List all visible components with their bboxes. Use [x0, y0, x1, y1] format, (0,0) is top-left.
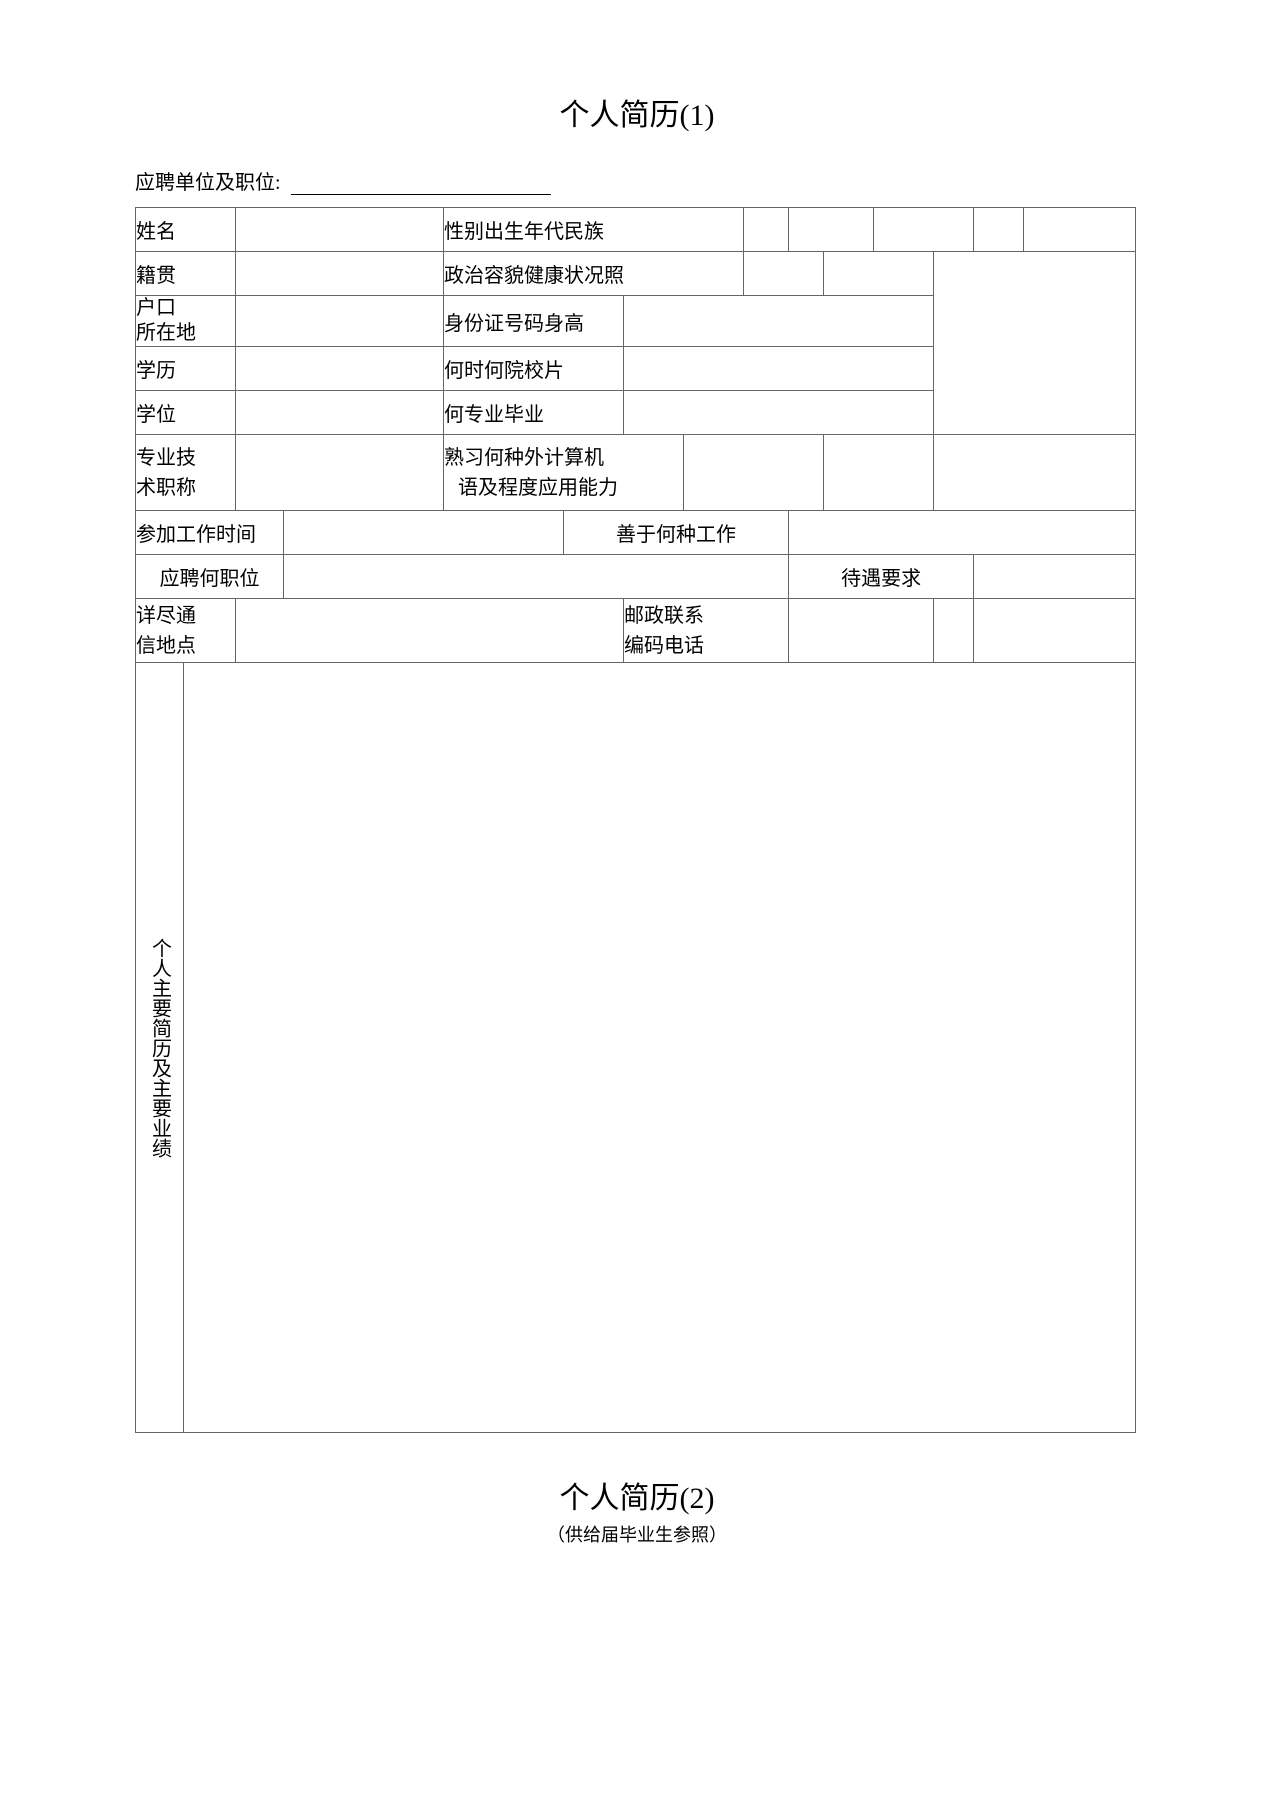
input-nation-a[interactable]	[874, 208, 974, 252]
input-big-resume-area[interactable]	[184, 663, 1136, 1433]
input-work-start[interactable]	[284, 511, 564, 555]
label-school: 何时何院校片	[444, 347, 624, 391]
input-pro-title[interactable]	[236, 435, 444, 511]
label-hukou-l1: 户口	[136, 296, 235, 321]
label-foreign-lang: 熟习何种外计算机 语及程度应用能力	[444, 435, 684, 511]
label-pro-title-l1: 专业技	[136, 443, 235, 473]
page-title-1: 个人简历(1)	[135, 90, 1139, 134]
label-education: 学历	[136, 347, 236, 391]
input-address[interactable]	[236, 599, 624, 663]
input-nation-b[interactable]	[974, 208, 1024, 252]
label-address-l1: 详尽通	[136, 601, 235, 631]
input-health[interactable]	[824, 252, 934, 296]
input-degree[interactable]	[236, 391, 444, 435]
label-postal-l2: 编码电话	[624, 631, 788, 661]
label-postal: 邮政联系 编码电话	[624, 599, 789, 663]
label-name: 姓名	[136, 208, 236, 252]
label-degree: 学位	[136, 391, 236, 435]
input-postal[interactable]	[789, 599, 934, 663]
input-phone-b[interactable]	[974, 599, 1136, 663]
input-phone-a[interactable]	[934, 599, 974, 663]
label-work-start: 参加工作时间	[136, 511, 284, 555]
label-native-place: 籍贯	[136, 252, 236, 296]
label-apply-position: 应聘何职位	[136, 555, 284, 599]
input-native-place[interactable]	[236, 252, 444, 296]
label-foreign-lang-l2: 语及程度应用能力	[444, 473, 683, 503]
label-pro-title: 专业技 术职称	[136, 435, 236, 511]
photo-cell[interactable]	[934, 252, 1136, 435]
label-salary-req: 待遇要求	[789, 555, 974, 599]
page-title-2: 个人简历(2)	[135, 1473, 1139, 1517]
input-birth[interactable]	[789, 208, 874, 252]
input-id-height[interactable]	[624, 296, 934, 347]
input-name[interactable]	[236, 208, 444, 252]
label-pro-title-l2: 术职称	[136, 473, 235, 503]
title2-wrap: 个人简历(2) （供给届毕业生参照）	[135, 1473, 1139, 1547]
input-education[interactable]	[236, 347, 444, 391]
label-good-at: 善于何种工作	[564, 511, 789, 555]
label-political-health: 政治容貌健康状况照	[444, 252, 744, 296]
input-apply-position[interactable]	[284, 555, 789, 599]
input-computer-a[interactable]	[824, 435, 934, 511]
apply-label: 应聘单位及职位:	[135, 166, 281, 195]
input-computer-b[interactable]	[934, 435, 1136, 511]
input-hukou[interactable]	[236, 296, 444, 347]
label-gender-birth-nation: 性别出生年代民族	[444, 208, 744, 252]
label-big-vertical: 个人主要简历及主要业绩	[136, 663, 184, 1433]
apply-underline-input[interactable]	[291, 172, 551, 195]
label-postal-l1: 邮政联系	[624, 601, 788, 631]
apply-line: 应聘单位及职位:	[135, 166, 1139, 195]
label-foreign-lang-l1: 熟习何种外计算机	[444, 443, 683, 473]
input-school[interactable]	[624, 347, 934, 391]
input-foreign-lang[interactable]	[684, 435, 824, 511]
label-hukou-l2: 所在地	[136, 321, 235, 346]
label-hukou: 户口 所在地	[136, 296, 236, 347]
label-major: 何专业毕业	[444, 391, 624, 435]
page: 个人简历(1) 应聘单位及职位: 姓名 性	[0, 0, 1274, 1804]
input-political[interactable]	[744, 252, 824, 296]
input-major[interactable]	[624, 391, 934, 435]
input-salary-req[interactable]	[974, 555, 1136, 599]
label-address-l2: 信地点	[136, 631, 235, 661]
page-subtitle-2: （供给届毕业生参照）	[135, 1521, 1139, 1547]
input-good-at[interactable]	[789, 511, 1136, 555]
label-id-height: 身份证号码身高	[444, 296, 624, 347]
resume-form-table: 姓名 性别出生年代民族 籍贯 政治容貌健康状况照 户口 所在地 身份证号码	[135, 207, 1136, 1433]
input-extra-1[interactable]	[1024, 208, 1136, 252]
input-gender[interactable]	[744, 208, 789, 252]
label-address: 详尽通 信地点	[136, 599, 236, 663]
